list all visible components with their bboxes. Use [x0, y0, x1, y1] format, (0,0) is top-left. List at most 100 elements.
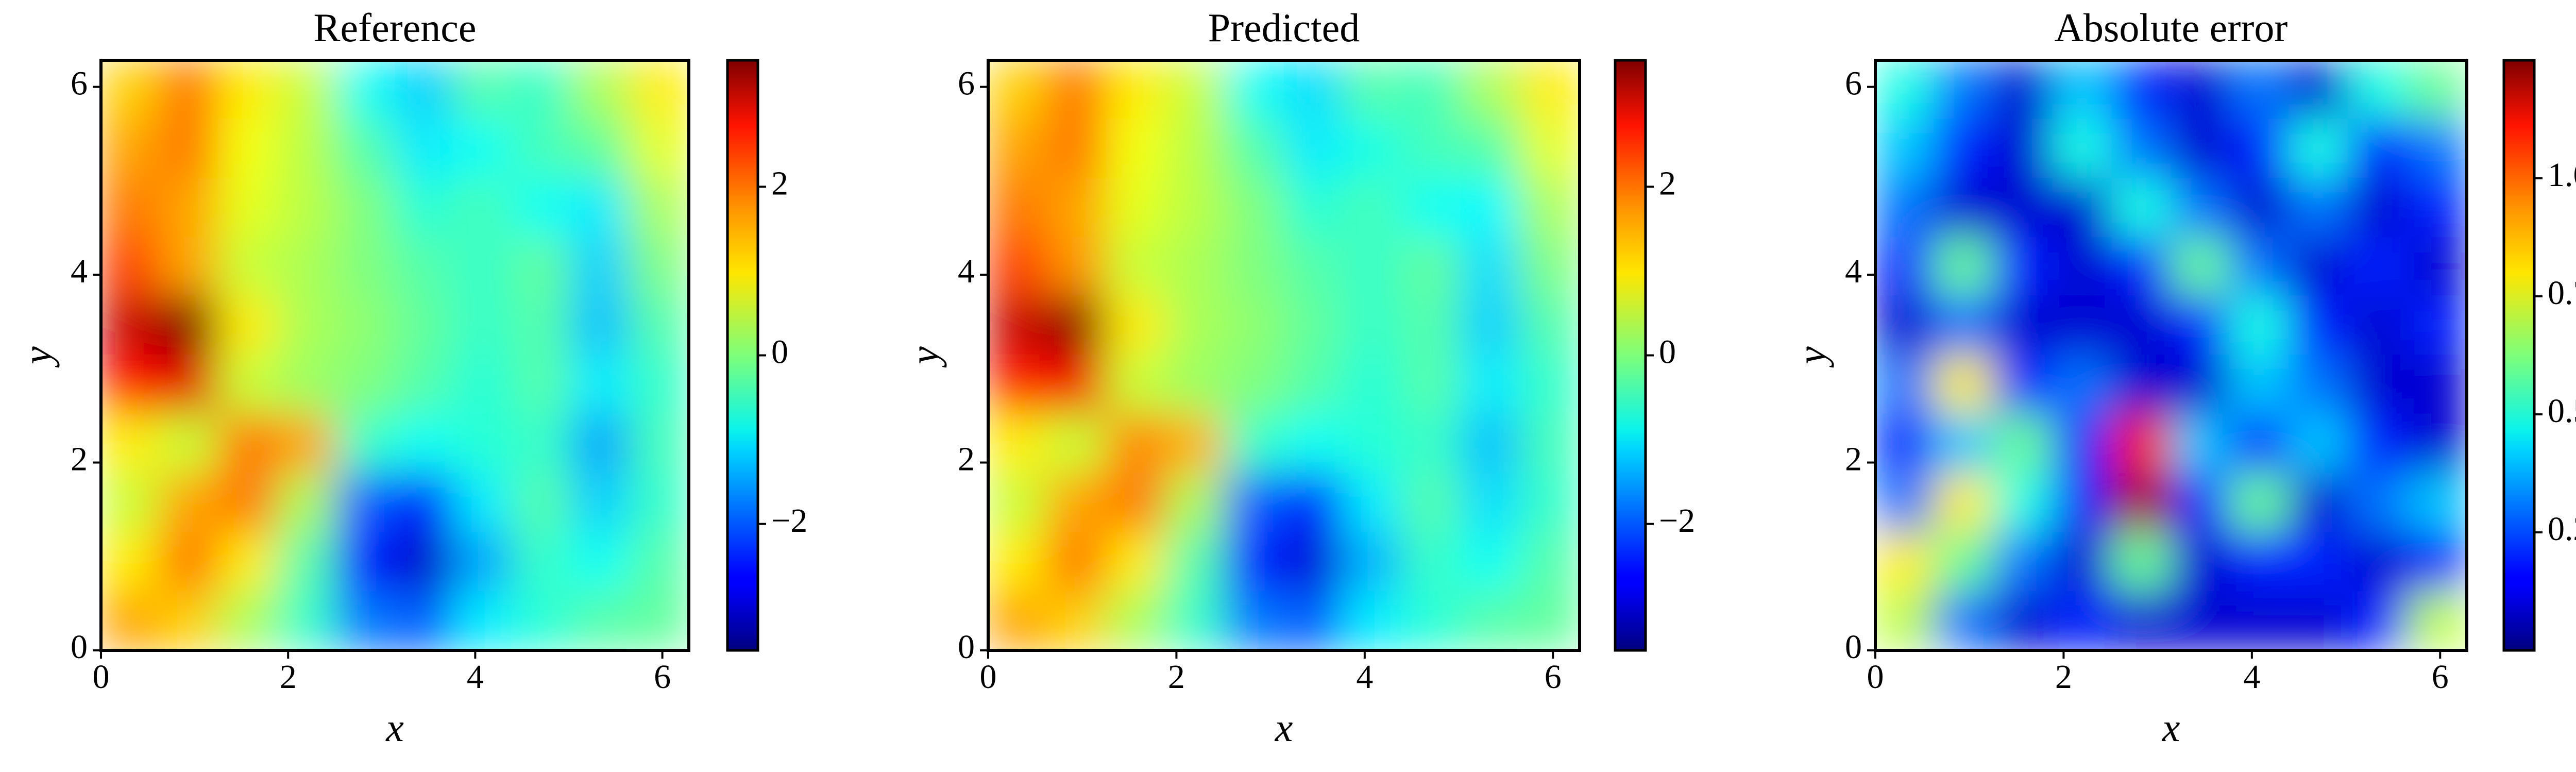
cell — [1106, 354, 1166, 415]
colorbar-tick-label: −2 — [1659, 502, 1695, 540]
cell — [512, 237, 572, 297]
cell — [452, 178, 513, 239]
cell — [1283, 237, 1344, 297]
cell — [101, 591, 160, 650]
cell — [1224, 60, 1285, 120]
cell — [1106, 178, 1166, 239]
cell — [1934, 473, 1994, 533]
cell — [335, 473, 396, 533]
cell — [1342, 532, 1403, 593]
cell — [512, 413, 572, 474]
cells — [1875, 60, 2467, 650]
cell — [1461, 178, 1521, 239]
cell — [2289, 295, 2349, 356]
x-tick-label: 0 — [93, 658, 110, 696]
cell — [2171, 119, 2231, 179]
cell — [101, 413, 160, 474]
cell — [2348, 591, 2409, 650]
cell — [2348, 354, 2409, 415]
x-tick-label: 4 — [2243, 658, 2260, 696]
cell — [1342, 178, 1403, 239]
cell — [1934, 119, 1994, 179]
cell — [1875, 119, 1935, 179]
cell — [2229, 413, 2290, 474]
cell — [1875, 354, 1935, 415]
cell — [1520, 119, 1580, 179]
y-tick-label: 4 — [1845, 253, 1862, 290]
x-tick-label: 6 — [1545, 658, 1562, 696]
cell — [1283, 532, 1344, 593]
cell — [217, 532, 278, 593]
cell — [101, 354, 160, 415]
cell — [101, 178, 160, 239]
cell — [2111, 178, 2172, 239]
cell — [452, 354, 513, 415]
cell — [452, 532, 513, 593]
cell — [2229, 591, 2290, 650]
cell — [2407, 237, 2467, 297]
cell — [159, 119, 219, 179]
cell — [217, 295, 278, 356]
cell — [512, 473, 572, 533]
cell — [988, 473, 1048, 533]
cell — [1224, 237, 1285, 297]
cell — [1046, 119, 1107, 179]
cell — [1283, 119, 1344, 179]
cell — [452, 60, 513, 120]
cell — [452, 295, 513, 356]
cell — [512, 119, 572, 179]
cell — [217, 60, 278, 120]
cell — [988, 295, 1048, 356]
cell — [1342, 60, 1403, 120]
cell — [1106, 473, 1166, 533]
cell — [1283, 295, 1344, 356]
cell — [2111, 119, 2172, 179]
cell — [2348, 60, 2409, 120]
cell — [512, 60, 572, 120]
colorbar-tick-label: −2 — [771, 502, 807, 540]
cell — [1401, 178, 1462, 239]
cell — [277, 413, 337, 474]
cell — [1106, 591, 1166, 650]
cell — [2111, 591, 2172, 650]
cell — [629, 237, 689, 297]
x-tick-label: 2 — [1168, 658, 1185, 696]
cell — [277, 532, 337, 593]
cell — [629, 591, 689, 650]
cell — [2289, 473, 2349, 533]
cell — [1224, 178, 1285, 239]
colorbar-tick-label: 0 — [1659, 333, 1676, 371]
cell — [2348, 413, 2409, 474]
x-tick-label: 6 — [654, 658, 671, 696]
cell — [2052, 532, 2113, 593]
x-tick-label: 2 — [2055, 658, 2072, 696]
cell — [2171, 178, 2231, 239]
cell — [1283, 413, 1344, 474]
cell — [2111, 237, 2172, 297]
cell — [395, 473, 455, 533]
cell — [2407, 178, 2467, 239]
cell — [1401, 237, 1462, 297]
cell — [159, 295, 219, 356]
cell — [101, 295, 160, 356]
cell — [512, 354, 572, 415]
cell — [2348, 178, 2409, 239]
cell — [1993, 354, 2054, 415]
cell — [1224, 295, 1285, 356]
cell — [629, 119, 689, 179]
x-tick-label: 2 — [280, 658, 297, 696]
cell — [277, 60, 337, 120]
colorbar-tick-label: 2 — [1659, 164, 1676, 202]
colorbar-tick-label: 1.00 — [2548, 156, 2576, 194]
cell — [395, 237, 455, 297]
cell — [1461, 354, 1521, 415]
cell — [1520, 413, 1580, 474]
cell — [1165, 354, 1226, 415]
cell — [335, 295, 396, 356]
cell — [101, 473, 160, 533]
cell — [1401, 591, 1462, 650]
cell — [217, 413, 278, 474]
cell — [1106, 413, 1166, 474]
cell — [2229, 532, 2290, 593]
cell — [1875, 295, 1935, 356]
